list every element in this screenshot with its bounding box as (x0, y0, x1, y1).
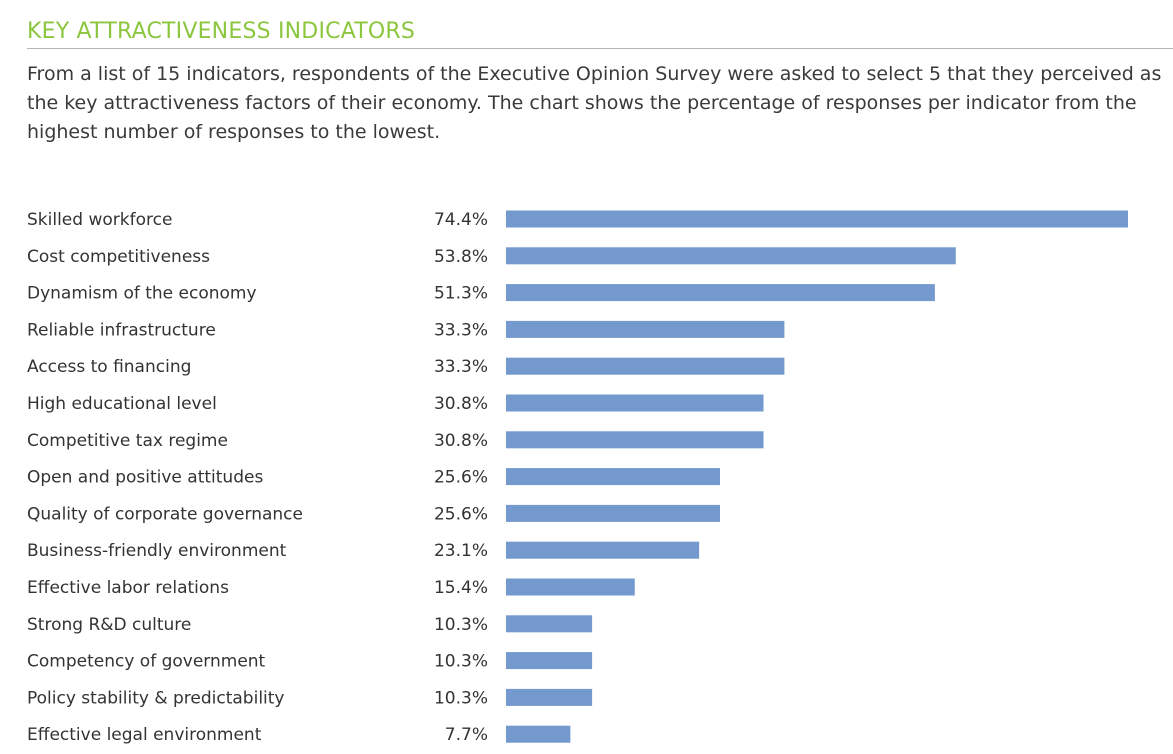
category-label: Reliable infrastructure (27, 320, 216, 340)
category-label: Open and positive attitudes (27, 468, 263, 488)
bar (506, 541, 700, 559)
bar (506, 247, 956, 265)
bar (506, 688, 593, 706)
value-label: 33.3% (434, 357, 488, 377)
bar (506, 578, 635, 596)
category-label: Quality of corporate governance (27, 504, 303, 524)
value-label: 33.3% (434, 320, 488, 340)
value-label: 15.4% (434, 578, 488, 598)
value-label: 51.3% (434, 284, 488, 304)
category-label: Policy stability & predictability (27, 688, 285, 708)
bar (506, 394, 764, 412)
category-label: Cost competitiveness (27, 247, 210, 267)
bar (506, 468, 721, 486)
value-label: 10.3% (434, 652, 488, 672)
category-label: Business-friendly environment (27, 541, 287, 561)
bar (506, 504, 721, 522)
category-label: Strong R&D culture (27, 615, 191, 635)
value-label: 53.8% (434, 247, 488, 267)
bar (506, 615, 593, 633)
bar (506, 320, 785, 338)
bar (506, 431, 764, 449)
value-label: 10.3% (434, 688, 488, 708)
category-label: Effective labor relations (27, 578, 229, 598)
category-label: Competency of government (27, 652, 266, 672)
category-label: High educational level (27, 394, 217, 414)
value-label: 25.6% (434, 504, 488, 524)
bar (506, 210, 1128, 228)
value-label: 30.8% (434, 431, 488, 451)
category-label: Competitive tax regime (27, 431, 228, 451)
category-label: Skilled workforce (27, 210, 172, 230)
value-label: 23.1% (434, 541, 488, 561)
title-divider (27, 48, 1173, 49)
bar (506, 357, 785, 375)
value-label: 7.7% (445, 725, 488, 745)
bar (506, 652, 593, 670)
category-label: Dynamism of the economy (27, 284, 257, 304)
category-label: Effective legal environment (27, 725, 262, 745)
section-title: KEY ATTRACTIVENESS INDICATORS (27, 19, 416, 44)
bar (506, 284, 935, 302)
intro-paragraph: From a list of 15 indicators, respondent… (27, 63, 1162, 143)
value-label: 25.6% (434, 468, 488, 488)
value-label: 10.3% (434, 615, 488, 635)
value-label: 30.8% (434, 394, 488, 414)
category-label: Access to financing (27, 357, 191, 377)
value-label: 74.4% (434, 210, 488, 230)
bar (506, 725, 571, 743)
